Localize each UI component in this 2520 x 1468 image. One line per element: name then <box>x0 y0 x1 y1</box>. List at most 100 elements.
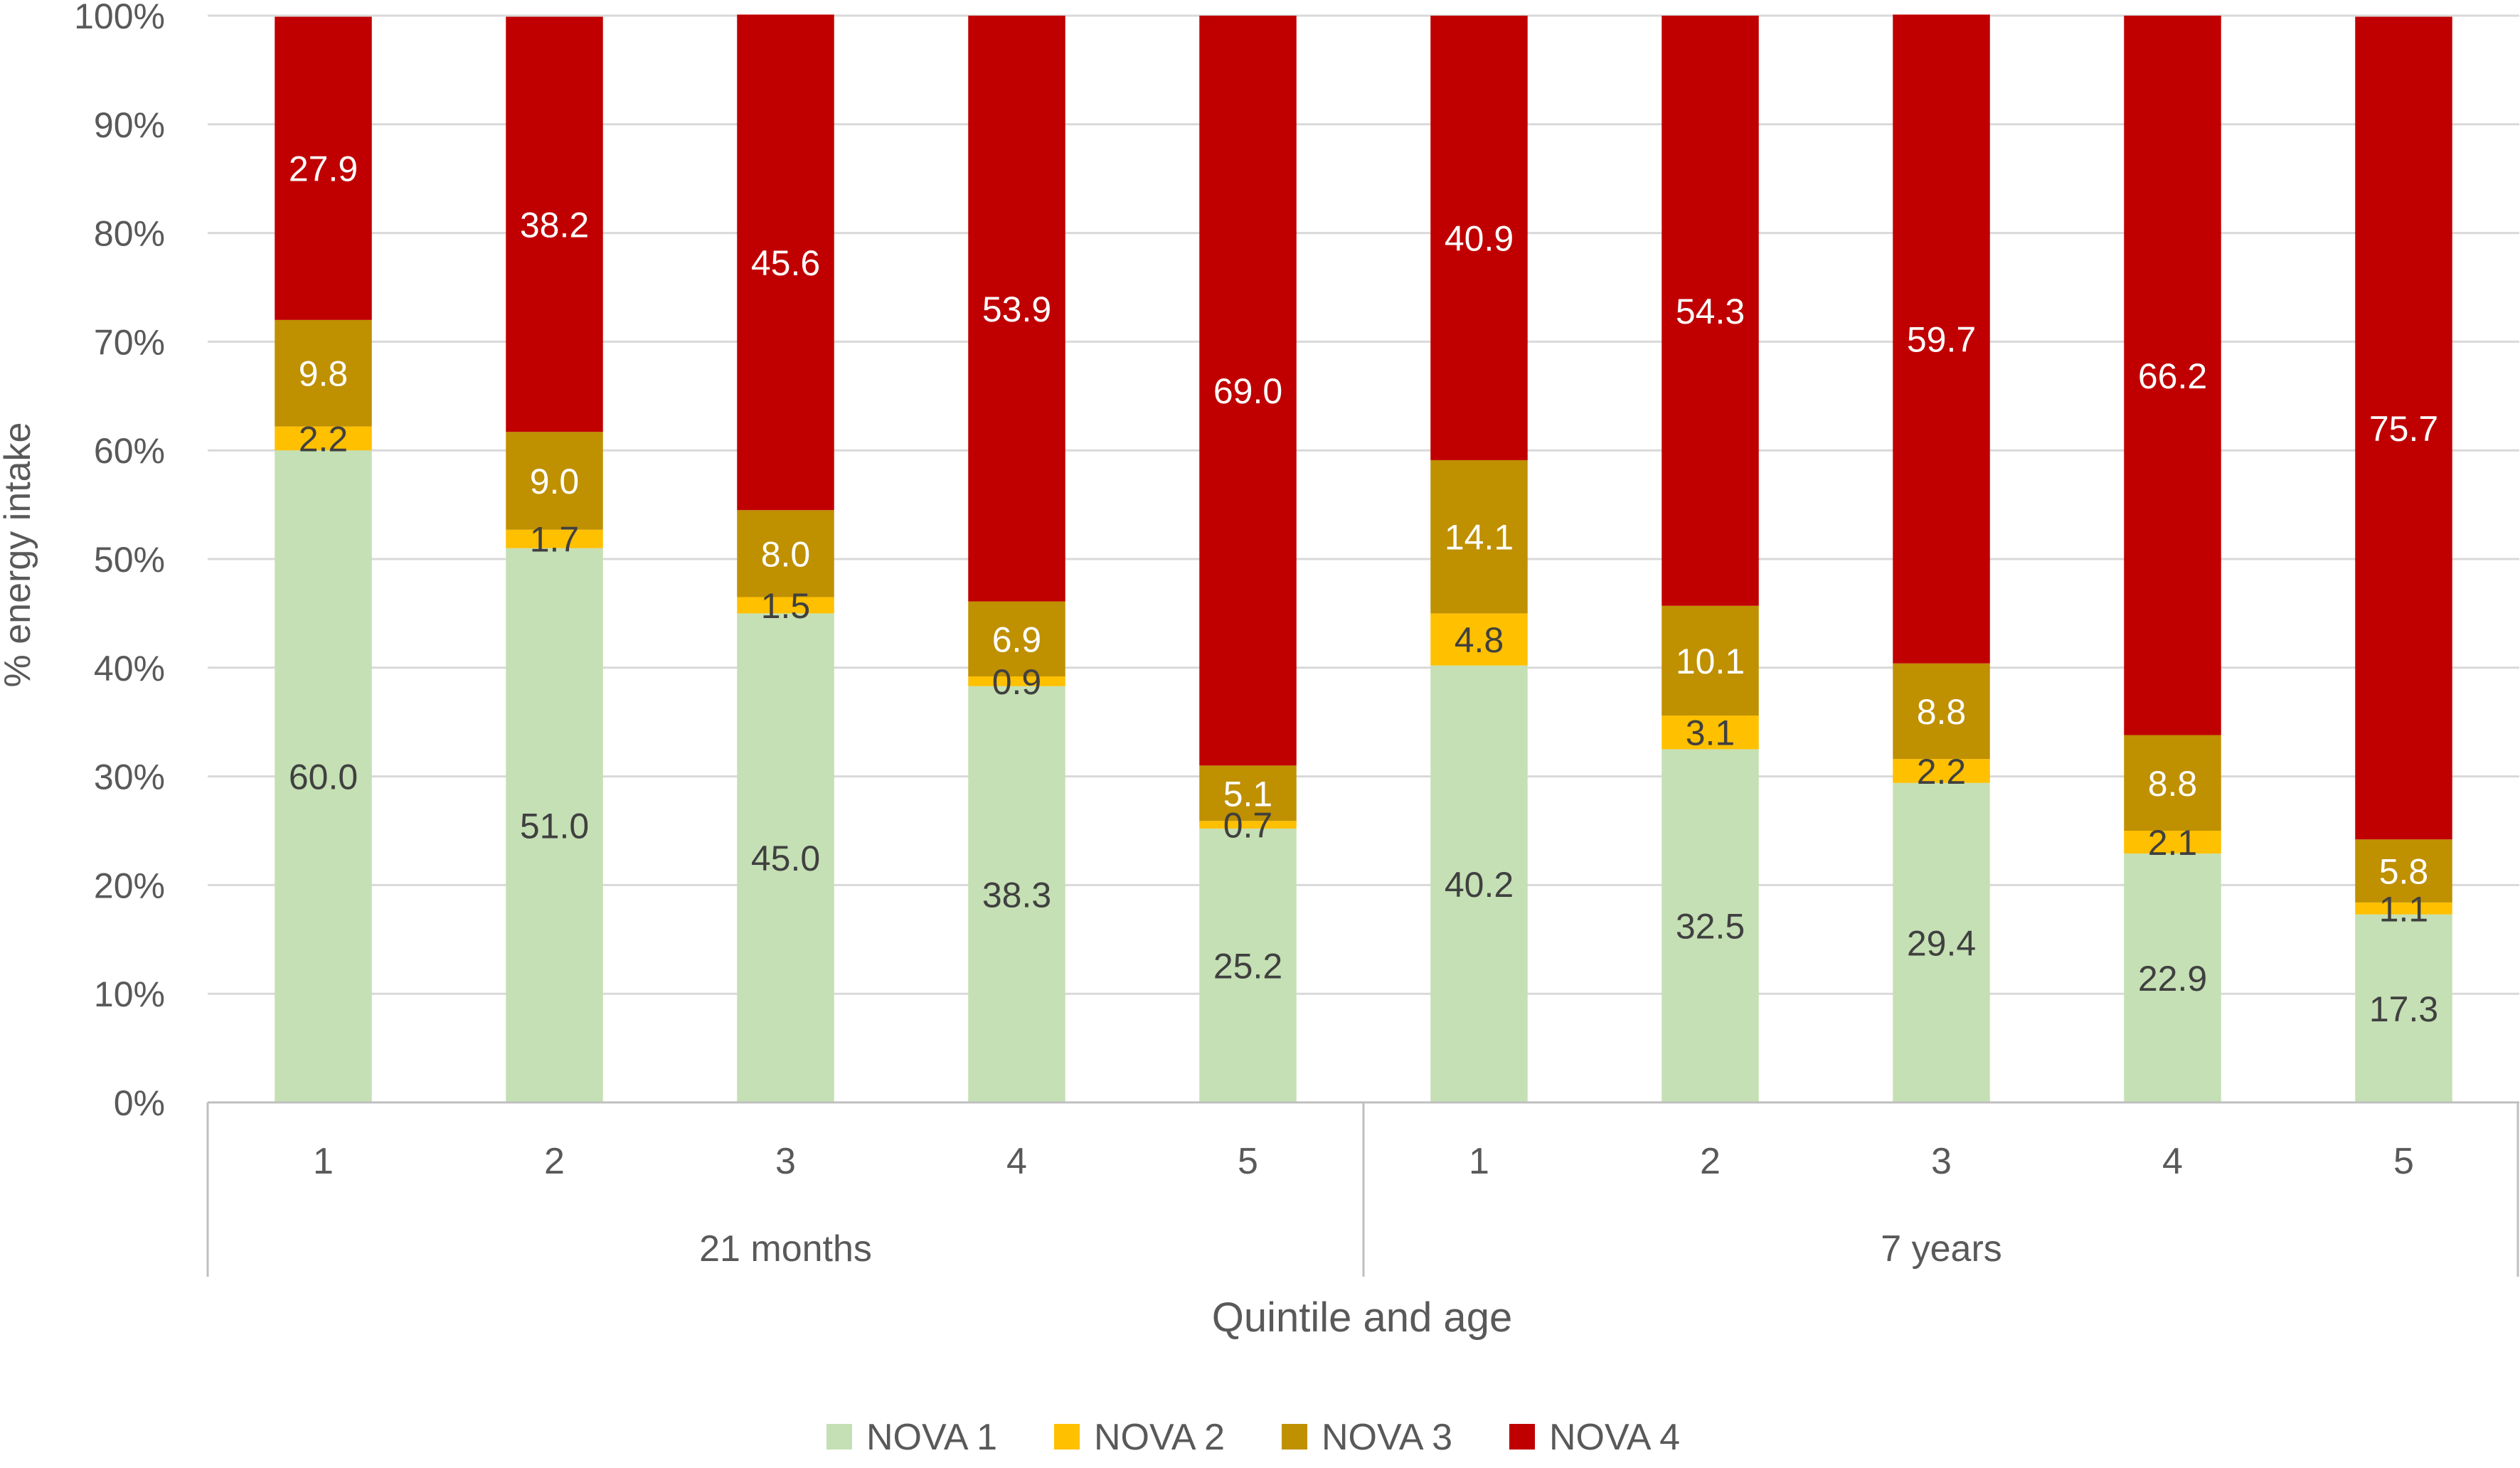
y-tick-label: 90% <box>94 105 165 145</box>
data-label: 17.3 <box>2369 989 2438 1029</box>
data-label: 75.7 <box>2369 409 2438 449</box>
bar-segment <box>1662 16 1759 606</box>
data-label: 9.0 <box>530 462 580 501</box>
bar-segment <box>2355 16 2452 840</box>
y-tick-label: 40% <box>94 649 165 688</box>
x-tick-label: 2 <box>544 1141 565 1182</box>
bar-segment <box>1199 821 1297 829</box>
data-label: 53.9 <box>982 289 1051 329</box>
bar-segment <box>1430 459 1528 614</box>
legend-swatch <box>1282 1424 1307 1450</box>
bar-segment <box>737 14 834 511</box>
bar-segment <box>1199 16 1297 766</box>
data-label: 8.8 <box>1917 692 1967 732</box>
bar-segment <box>1662 716 1759 750</box>
data-label: 38.3 <box>982 875 1051 915</box>
data-label: 9.8 <box>299 354 349 394</box>
bar-segment <box>968 16 1065 602</box>
data-label: 45.6 <box>751 243 820 283</box>
x-axis-title: Quintile and age <box>1212 1294 1512 1341</box>
data-label: 1.7 <box>530 520 580 560</box>
data-label: 6.9 <box>992 619 1042 659</box>
data-label: 69.0 <box>1213 371 1282 411</box>
y-tick-label: 30% <box>94 757 165 797</box>
x-tick-label: 1 <box>313 1141 334 1182</box>
data-label: 60.0 <box>289 757 358 797</box>
legend-label: NOVA 4 <box>1549 1417 1680 1458</box>
x-tick-label: 5 <box>2393 1141 2414 1182</box>
bar-segment <box>968 686 1065 1102</box>
data-label: 3.1 <box>1686 713 1735 753</box>
bar-segment <box>1199 828 1297 1102</box>
y-tick-label: 0% <box>114 1083 165 1123</box>
data-label: 14.1 <box>1445 518 1514 558</box>
legend: NOVA 1 NOVA 2 NOVA 3 NOVA 4 <box>826 1417 1680 1458</box>
bar-segment <box>737 510 834 597</box>
data-label: 54.3 <box>1676 292 1745 331</box>
y-tick-label: 80% <box>94 214 165 254</box>
bar-segment <box>968 601 1065 677</box>
bar-segment <box>1430 665 1528 1102</box>
data-label: 4.8 <box>1455 620 1504 660</box>
data-label: 5.8 <box>2379 852 2429 892</box>
data-label: 5.1 <box>1223 774 1273 814</box>
bar-segment <box>506 529 603 548</box>
data-label: 66.2 <box>2138 356 2207 396</box>
data-label: 10.1 <box>1676 642 1745 681</box>
y-tick-label: 10% <box>94 974 165 1014</box>
bar-segment <box>2124 735 2221 831</box>
x-tick-label: 4 <box>2162 1141 2183 1182</box>
y-tick-label: 60% <box>94 431 165 471</box>
x-tick-label: 1 <box>1469 1141 1489 1182</box>
legend-label: NOVA 1 <box>866 1417 997 1458</box>
x-tick-label: 2 <box>1700 1141 1721 1182</box>
legend-swatch <box>826 1424 852 1450</box>
bar-segment <box>275 426 372 451</box>
bar-segment <box>1893 782 1990 1102</box>
data-label: 8.0 <box>761 534 811 574</box>
legend-swatch <box>1054 1424 1080 1450</box>
bars <box>275 14 2452 1102</box>
bar-segment <box>1893 759 1990 783</box>
legend-swatch <box>1509 1424 1535 1450</box>
data-label: 2.2 <box>299 419 349 459</box>
data-label: 2.1 <box>2148 823 2198 863</box>
data-label: 40.9 <box>1445 218 1514 258</box>
data-label: 1.5 <box>761 586 811 626</box>
x-group-label: 7 years <box>1881 1228 2002 1270</box>
y-axis-title: % energy intake <box>0 422 38 688</box>
x-tick-label: 4 <box>1006 1141 1027 1182</box>
data-label: 59.7 <box>1907 320 1976 360</box>
bar-segment <box>968 676 1065 686</box>
bar-segment <box>1430 613 1528 666</box>
y-tick-label: 100% <box>74 0 165 36</box>
data-label: 29.4 <box>1907 923 1976 963</box>
x-axis: 1 2 3 4 5 21 months 1 2 3 4 5 7 years <box>206 1101 2519 1277</box>
bar-segment <box>275 450 372 1102</box>
bar-segment <box>737 613 834 1102</box>
bar-segment <box>506 16 603 432</box>
data-label: 8.8 <box>2148 764 2198 804</box>
data-label: 2.2 <box>1917 752 1967 792</box>
y-axis-tick-labels: 0% 10% 20% 30% 40% 50% 60% 70% 80% 90% 100% <box>74 0 165 1123</box>
data-label: 32.5 <box>1676 907 1745 947</box>
bar-segment <box>2124 831 2221 854</box>
data-label: 0.9 <box>992 662 1042 702</box>
bar-segment <box>506 548 603 1102</box>
y-tick-label: 70% <box>94 322 165 362</box>
data-label: 51.0 <box>520 806 589 846</box>
bar-segment <box>2355 839 2452 903</box>
y-tick-label: 50% <box>94 540 165 580</box>
bar-segment <box>1662 749 1759 1102</box>
x-tick-label: 3 <box>1931 1141 1952 1182</box>
bar-segment <box>737 597 834 614</box>
bar-segment <box>275 16 372 320</box>
data-labels: 60.0 2.2 9.8 27.9 51.0 1.7 9.0 38.2 45.0 1.5 8.0 45… <box>289 149 2438 1029</box>
bar-segment <box>1893 663 1990 760</box>
bar-segment <box>2355 902 2452 915</box>
x-tick-label: 5 <box>1238 1141 1258 1182</box>
bar-segment <box>1662 605 1759 716</box>
data-label: 38.2 <box>520 205 589 245</box>
data-label: 45.0 <box>751 839 820 878</box>
